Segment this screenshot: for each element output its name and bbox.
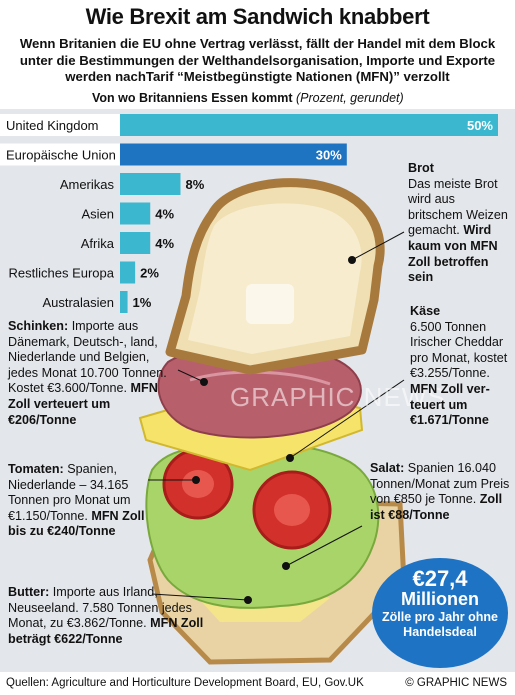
bar	[120, 114, 498, 136]
watermark: GRAPHIC NEWS	[230, 382, 446, 412]
value-label: 1%	[133, 295, 152, 310]
tariff-callout: €27,4 Millionen Zölle pro Jahr ohne Hand…	[372, 558, 508, 668]
category-label: Europäische Union	[6, 148, 116, 163]
bar	[120, 202, 151, 225]
value-label: 50%	[467, 118, 493, 133]
annotation-tomaten: Tomaten: Spanien, Niederlande – 34.165 T…	[8, 462, 145, 539]
category-label: Asien	[81, 207, 114, 222]
bar-label-band	[0, 114, 120, 136]
footer	[0, 672, 515, 695]
bar-chart: United Kingdom 50% Europäische Union 30% Ame…	[0, 114, 498, 313]
annotation-schinken: Schinken: Importe aus Dänemark, Deutsch-…	[8, 319, 167, 427]
annotation-kaese: Käse 6.500 Tonnen Irischer Cheddar pro M…	[410, 304, 508, 428]
bar	[120, 143, 347, 166]
bar	[120, 173, 181, 195]
logo-mark	[246, 284, 294, 324]
chart-header-band	[0, 88, 515, 109]
annotation-salat: Salat: Spanien 16.040 Tonnen/Monat zum P…	[370, 461, 510, 522]
category-label: Restliches Europa	[9, 266, 115, 281]
chart-title: Von wo Britanniens Essen kommt (Prozent,…	[92, 91, 404, 105]
category-label: Afrika	[81, 236, 115, 251]
value-label: 8%	[185, 177, 204, 192]
bar	[120, 291, 128, 313]
bar	[120, 261, 136, 284]
category-label: Amerikas	[60, 177, 115, 192]
value-label: 4%	[155, 236, 174, 251]
value-label: 30%	[316, 148, 342, 163]
annotation-brot: Brot Das meiste Brot wird aus britschem …	[408, 161, 508, 285]
value-label: 4%	[155, 207, 174, 222]
source: Quellen: Agriculture and Horticulture De…	[6, 677, 364, 689]
category-label: United Kingdom	[6, 118, 99, 133]
value-label: 2%	[140, 266, 159, 281]
bar-label-band	[0, 143, 120, 166]
category-label: Australasien	[42, 295, 114, 310]
title: Wie Brexit am Sandwich knabbert	[85, 4, 430, 29]
credit: © GRAPHIC NEWS	[405, 677, 507, 689]
subtitle: Wenn Britanien die EU ohne Vertrag verlä…	[19, 36, 496, 84]
annotation-butter: Butter: Importe aus Irland, Neuseeland. …	[8, 585, 204, 646]
bar	[120, 232, 151, 254]
